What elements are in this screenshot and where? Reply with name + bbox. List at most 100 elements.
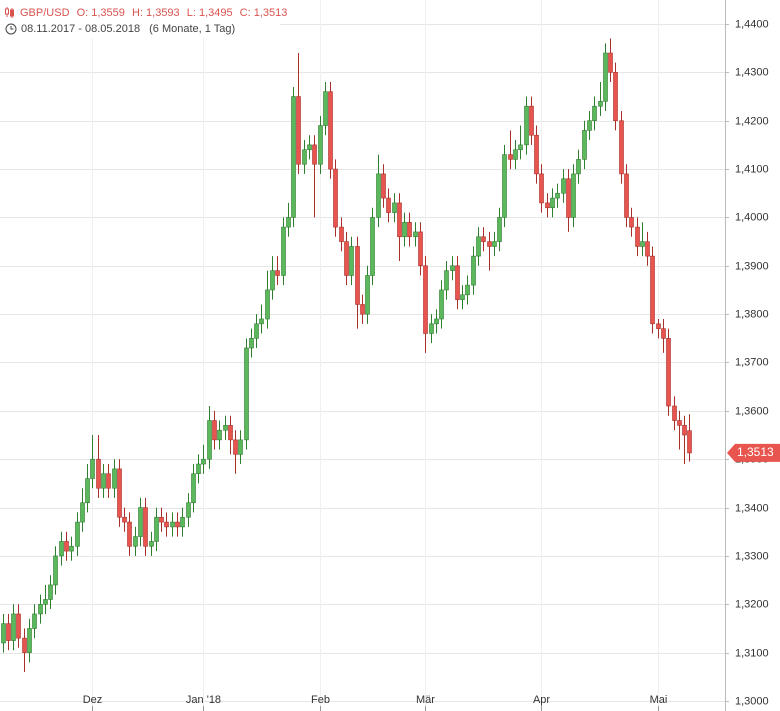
candle-body bbox=[6, 623, 11, 641]
candle-body bbox=[613, 72, 618, 122]
candle-body bbox=[159, 516, 164, 523]
candle-body bbox=[286, 217, 291, 228]
candle-body bbox=[666, 338, 671, 407]
candle-body bbox=[687, 430, 692, 454]
candle-body bbox=[645, 241, 650, 257]
candle-body bbox=[497, 217, 502, 242]
header-bg bbox=[0, 0, 280, 38]
candle-body bbox=[587, 120, 592, 131]
candle-body bbox=[1, 623, 6, 644]
candle-body bbox=[355, 246, 360, 305]
candle-body bbox=[555, 192, 560, 199]
candle-body bbox=[228, 425, 233, 441]
candle-body bbox=[106, 473, 111, 489]
high-label: H: 1,3593 bbox=[132, 7, 180, 19]
candle-body bbox=[53, 555, 58, 586]
candle-body bbox=[571, 173, 576, 218]
candle-body bbox=[465, 284, 470, 296]
candle-body bbox=[502, 154, 507, 218]
candle-body bbox=[323, 91, 328, 126]
candle-body bbox=[75, 521, 80, 547]
candle-body bbox=[444, 270, 449, 291]
header-quote: GBP/USD O: 1,3559 H: 1,3593 L: 1,3495 C:… bbox=[20, 7, 287, 19]
y-tick-label: 1,4100 bbox=[735, 163, 769, 175]
candle-body bbox=[112, 468, 117, 489]
candle-body bbox=[265, 289, 270, 320]
candle-body bbox=[402, 221, 407, 238]
candle-body bbox=[122, 516, 127, 523]
x-tick-label: Feb bbox=[311, 694, 330, 706]
candle-body bbox=[376, 173, 381, 218]
candle-body bbox=[328, 91, 333, 170]
y-tick-label: 1,3100 bbox=[735, 647, 769, 659]
last-price-tag bbox=[727, 443, 780, 462]
candle-body bbox=[439, 289, 444, 320]
candle-body bbox=[212, 420, 217, 441]
candle-body bbox=[196, 463, 201, 475]
candle-body bbox=[59, 541, 64, 557]
y-tick-label: 1,4000 bbox=[735, 211, 769, 223]
period-text: (6 Monate, 1 Tag) bbox=[149, 23, 235, 35]
clock-icon bbox=[5, 23, 17, 35]
date-range-text: 08.11.2017 - 08.05.2018 bbox=[21, 23, 140, 35]
candle-body bbox=[32, 613, 37, 629]
candle-body bbox=[249, 338, 254, 349]
candle-body bbox=[133, 536, 138, 547]
candle-body bbox=[143, 507, 148, 547]
candle-body bbox=[90, 458, 95, 479]
candle-body bbox=[339, 226, 344, 242]
y-tick-label: 1,3200 bbox=[735, 598, 769, 610]
x-tick-label: Apr bbox=[533, 694, 550, 706]
candle-body bbox=[244, 347, 249, 441]
candle-body bbox=[138, 507, 143, 537]
candle-body bbox=[682, 425, 687, 436]
y-tick-label: 1,3700 bbox=[735, 356, 769, 368]
candle-body bbox=[254, 323, 259, 339]
y-tick-label: 1,4200 bbox=[735, 115, 769, 127]
candle-body bbox=[22, 637, 27, 653]
candle-body bbox=[154, 516, 159, 542]
candle-body bbox=[365, 275, 370, 315]
candle-body bbox=[582, 130, 587, 160]
candle-body bbox=[360, 304, 365, 315]
candle-body bbox=[524, 105, 529, 146]
candle-body bbox=[603, 52, 608, 102]
candle-body bbox=[650, 255, 655, 325]
candle-body bbox=[481, 236, 486, 242]
candle-body bbox=[270, 270, 275, 291]
x-tick-label: Jan '18 bbox=[186, 694, 221, 706]
candle-body bbox=[344, 241, 349, 276]
candle-body bbox=[101, 473, 106, 489]
y-tick-label: 1,3600 bbox=[735, 405, 769, 417]
candle-body bbox=[16, 613, 21, 639]
candle-body bbox=[539, 173, 544, 204]
candle-body bbox=[127, 521, 132, 547]
candle-body bbox=[640, 241, 645, 247]
candle-body bbox=[281, 226, 286, 276]
candle-body bbox=[566, 178, 571, 218]
candle-body bbox=[164, 521, 169, 528]
symbol: GBP/USD bbox=[20, 7, 70, 19]
candle-body bbox=[27, 628, 32, 653]
candle-body bbox=[80, 502, 85, 523]
x-tick-label: Mai bbox=[650, 694, 668, 706]
candle-body bbox=[43, 599, 48, 605]
candle-body bbox=[413, 231, 418, 238]
candle-body bbox=[635, 226, 640, 247]
candle-body bbox=[629, 217, 634, 228]
candle-body bbox=[392, 202, 397, 213]
candle-body bbox=[423, 265, 428, 334]
candle-body bbox=[191, 473, 196, 504]
candle-body bbox=[217, 429, 222, 441]
candle-body bbox=[318, 125, 323, 165]
candle-body bbox=[529, 105, 534, 136]
candle-body bbox=[508, 154, 513, 160]
candle-body bbox=[518, 144, 523, 151]
candle-body bbox=[534, 134, 539, 175]
candle-body bbox=[386, 197, 391, 213]
candle-body bbox=[48, 584, 53, 600]
candle-body bbox=[608, 52, 613, 73]
candle-body bbox=[513, 149, 518, 160]
candle-body bbox=[619, 120, 624, 175]
